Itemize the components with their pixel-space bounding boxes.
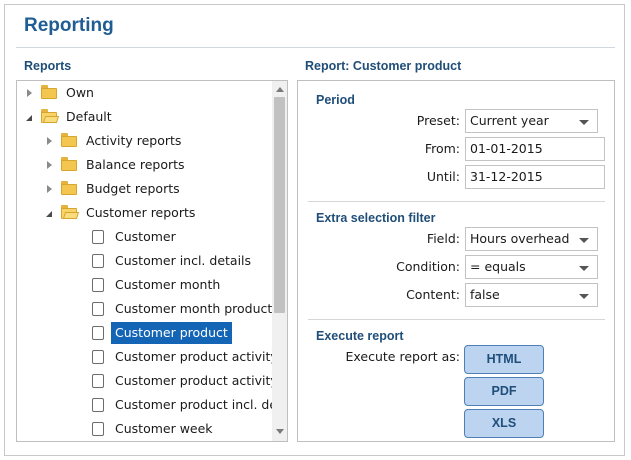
collapse-arrow-icon[interactable]: [25, 82, 35, 104]
folder-icon: [61, 181, 78, 196]
report-icon: [92, 254, 104, 268]
tree-item-label: Customer month: [115, 277, 221, 292]
report-icon: [92, 422, 104, 436]
xls-button[interactable]: XLS: [464, 409, 544, 438]
expand-arrow-icon[interactable]: [45, 202, 55, 224]
from-value: 01-01-2015: [470, 141, 543, 156]
tree-item-label: Customer product incl. details: [115, 397, 288, 412]
filter-divider: [308, 319, 605, 320]
tree-item-label: Default: [66, 109, 112, 124]
report-icon: [92, 326, 104, 340]
report-icon: [92, 302, 104, 316]
preset-label: Preset:: [416, 113, 460, 128]
folder-icon: [61, 157, 78, 172]
tree-report-item[interactable]: Customer month: [17, 274, 272, 296]
report-icon: [92, 398, 104, 412]
tree-report-item[interactable]: Customer product activity incl. details: [17, 370, 287, 392]
tree-item-label: Customer: [115, 229, 176, 244]
tree-item-label: Customer incl. details: [115, 253, 252, 268]
tree-item-label-selected: Customer product: [111, 322, 232, 344]
collapse-arrow-icon[interactable]: [45, 154, 55, 176]
until-value: 31-12-2015: [470, 169, 543, 184]
pdf-button[interactable]: PDF: [464, 377, 544, 406]
reports-tree[interactable]: Own Default Activity reports Balance report…: [16, 80, 288, 442]
content-value: false: [470, 287, 500, 302]
folder-open-icon: [41, 109, 60, 124]
scroll-down-icon[interactable]: [276, 429, 284, 434]
tree-scrollbar[interactable]: [272, 81, 287, 441]
tree-item-label: Activity reports: [86, 133, 182, 148]
tree-report-item[interactable]: Customer product incl. details: [17, 394, 287, 416]
tree-item-label: Budget reports: [86, 181, 180, 196]
tree-folder-item[interactable]: Own: [17, 82, 272, 104]
reports-heading: Reports: [24, 59, 72, 73]
execute-label: Execute report as:: [345, 349, 461, 364]
window-frame: [4, 4, 625, 456]
tree-report-item[interactable]: Customer month product incl. details: [17, 298, 287, 320]
expand-arrow-icon[interactable]: [25, 106, 35, 128]
report-icon: [92, 278, 104, 292]
until-label: Until:: [426, 169, 460, 184]
tree-folder-item[interactable]: Balance reports: [17, 154, 272, 176]
report-settings-panel: Period Preset: Current year From: 01-01-…: [297, 80, 615, 442]
collapse-arrow-icon[interactable]: [45, 130, 55, 152]
report-icon: [92, 374, 104, 388]
folder-icon: [61, 133, 78, 148]
preset-value: Current year: [470, 113, 549, 128]
folder-icon: [41, 85, 58, 100]
field-value: Hours overhead: [470, 231, 570, 246]
period-divider: [308, 201, 605, 202]
preset-select[interactable]: Current year: [465, 109, 598, 133]
report-icon: [92, 230, 104, 244]
tree-item-label: Customer month product incl. details: [115, 301, 287, 316]
field-label: Field:: [426, 231, 460, 246]
period-heading: Period: [316, 93, 355, 107]
tree-item-label: Balance reports: [86, 157, 185, 172]
from-label: From:: [424, 141, 460, 156]
scroll-thumb[interactable]: [274, 97, 285, 313]
page-title: Reporting: [24, 15, 114, 36]
tree-item-label: Own: [66, 85, 94, 100]
field-select[interactable]: Hours overhead: [465, 227, 598, 251]
content-select[interactable]: false: [465, 283, 598, 307]
tree-item-label: Customer reports: [86, 205, 196, 220]
from-date-input[interactable]: 01-01-2015: [465, 137, 605, 161]
tree-report-item[interactable]: Customer: [17, 226, 272, 248]
report-heading: Report: Customer product: [305, 59, 462, 73]
folder-open-icon: [61, 205, 80, 220]
tree-item-label: Customer product activity: [115, 349, 278, 364]
scroll-up-icon[interactable]: [276, 87, 284, 92]
condition-select[interactable]: = equals: [465, 255, 598, 279]
html-button[interactable]: HTML: [464, 345, 544, 374]
report-icon: [92, 350, 104, 364]
tree-report-item[interactable]: Customer product activity: [17, 346, 278, 368]
tree-item-label: Customer product activity incl. details: [115, 373, 287, 388]
tree-report-item[interactable]: Customer product: [17, 322, 272, 344]
tree-folder-item[interactable]: Customer reports: [17, 202, 272, 224]
tree-folder-item[interactable]: Budget reports: [17, 178, 272, 200]
collapse-arrow-icon[interactable]: [45, 178, 55, 200]
content-label: Content:: [406, 287, 460, 302]
until-date-input[interactable]: 31-12-2015: [465, 165, 605, 189]
tree-folder-item[interactable]: Default: [17, 106, 272, 128]
tree-folder-item[interactable]: Activity reports: [17, 130, 272, 152]
condition-label: Condition:: [396, 259, 460, 274]
tree-report-item[interactable]: Customer incl. details: [17, 250, 272, 272]
filter-heading: Extra selection filter: [316, 211, 436, 225]
condition-value: = equals: [470, 259, 526, 274]
tree-item-label: Customer week: [115, 421, 213, 436]
title-divider: [16, 47, 615, 48]
execute-heading: Execute report: [316, 329, 404, 343]
tree-report-item[interactable]: Customer week: [17, 418, 272, 440]
